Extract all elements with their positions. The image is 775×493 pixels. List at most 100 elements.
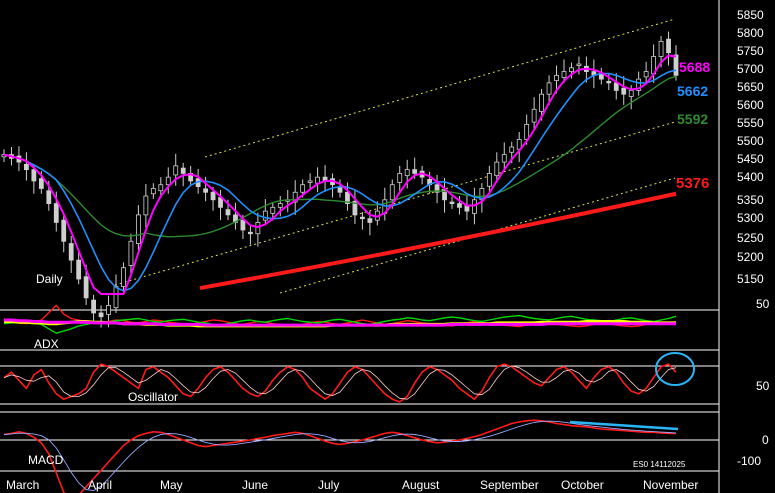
macd-line bbox=[3, 419, 676, 493]
candle-body bbox=[46, 190, 52, 204]
x-label-may: May bbox=[160, 478, 183, 492]
x-label-august: August bbox=[402, 478, 440, 492]
candle-body bbox=[210, 191, 216, 201]
candle-body bbox=[643, 71, 649, 78]
y-tick-5550: 5550 bbox=[737, 116, 764, 130]
candle-body bbox=[389, 184, 395, 201]
candle-body bbox=[98, 312, 104, 318]
x-label-april: April bbox=[88, 478, 112, 492]
ma-line-green bbox=[3, 75, 677, 238]
daily-label: Daily bbox=[36, 272, 63, 286]
candle-body bbox=[539, 93, 544, 112]
candle-body bbox=[68, 243, 74, 261]
y-tick-5750: 5750 bbox=[737, 44, 764, 58]
candle-body bbox=[53, 203, 59, 223]
candle-body bbox=[180, 167, 186, 174]
candle-body bbox=[412, 169, 418, 174]
candle-body bbox=[576, 63, 582, 66]
candle-body bbox=[240, 219, 246, 231]
macd-signal-line bbox=[3, 420, 677, 492]
candle-body bbox=[23, 163, 29, 171]
x-label-october: October bbox=[561, 478, 604, 492]
candle-body bbox=[486, 172, 492, 187]
candle-body bbox=[121, 267, 126, 287]
candle-body bbox=[61, 219, 67, 242]
x-label-september: September bbox=[480, 478, 539, 492]
macd-label: MACD bbox=[28, 453, 64, 467]
y-tick-5850: 5850 bbox=[737, 8, 764, 22]
ma-label-5376: 5376 bbox=[676, 175, 709, 192]
candle-body bbox=[300, 184, 306, 193]
candle-body bbox=[404, 169, 410, 177]
candle-body bbox=[277, 203, 283, 208]
candle-body bbox=[569, 67, 574, 72]
x-label-june: June bbox=[242, 478, 268, 492]
oscillator-highlight-circle bbox=[655, 352, 695, 386]
candle-body bbox=[434, 184, 440, 193]
adx-tick-50: 50 bbox=[756, 297, 770, 311]
x-label-november: November bbox=[643, 478, 698, 492]
candle-body bbox=[83, 276, 89, 299]
candle-body bbox=[352, 200, 358, 216]
candle-body bbox=[524, 123, 530, 140]
candle-body bbox=[531, 108, 537, 123]
y-tick-5350: 5350 bbox=[737, 193, 764, 207]
candle-body bbox=[606, 80, 612, 84]
candle-body bbox=[636, 78, 642, 91]
oscillator-label: Oscillator bbox=[128, 390, 178, 404]
candle-body bbox=[270, 206, 276, 214]
adx-line-3 bbox=[4, 318, 676, 327]
price-axis: 5850 5800 5750 5700 5650 5600 5550 5500 … bbox=[737, 8, 764, 286]
y-tick-5150: 5150 bbox=[737, 272, 764, 286]
candle-body bbox=[345, 191, 350, 204]
candle-body bbox=[106, 304, 111, 315]
candle-body bbox=[561, 71, 567, 79]
macd-tick-minus-100: -100 bbox=[737, 454, 761, 468]
candle-body bbox=[247, 231, 253, 235]
ma-line-blue bbox=[3, 69, 677, 292]
candle-body bbox=[173, 165, 179, 176]
candle-body bbox=[442, 189, 447, 201]
indicator-lines-group bbox=[3, 54, 677, 493]
y-tick-5250: 5250 bbox=[737, 231, 764, 245]
candle-body bbox=[501, 154, 507, 163]
candle-body bbox=[128, 240, 134, 266]
candle-body bbox=[135, 214, 141, 244]
candle-body bbox=[457, 203, 462, 208]
adx-label: ADX bbox=[34, 337, 59, 351]
y-tick-5500: 5500 bbox=[737, 134, 764, 148]
candle-body bbox=[203, 188, 209, 193]
y-tick-5450: 5450 bbox=[737, 152, 764, 166]
candle-body bbox=[554, 74, 559, 82]
candle-body bbox=[397, 172, 403, 183]
candle-body bbox=[494, 161, 500, 177]
oscillator-signal-line bbox=[3, 365, 677, 400]
candle-body bbox=[225, 209, 231, 216]
y-tick-5700: 5700 bbox=[737, 62, 764, 76]
candle-body bbox=[621, 87, 627, 95]
candle-body bbox=[307, 180, 313, 183]
candle-body bbox=[165, 176, 171, 186]
candle-body bbox=[546, 82, 552, 95]
candle-body bbox=[673, 54, 679, 76]
candle-body bbox=[76, 259, 82, 280]
ma-label-5662: 5662 bbox=[677, 83, 708, 99]
candle-body bbox=[359, 216, 365, 220]
macd-divergence-line bbox=[569, 420, 679, 431]
candle-body bbox=[658, 41, 664, 57]
candle-body bbox=[91, 299, 96, 314]
candle-body bbox=[471, 199, 477, 214]
candle-body bbox=[143, 195, 149, 216]
candle-body bbox=[38, 178, 44, 189]
ma-line-red bbox=[199, 191, 677, 291]
y-tick-5650: 5650 bbox=[737, 80, 764, 94]
y-tick-5200: 5200 bbox=[737, 250, 764, 264]
candle-body bbox=[158, 184, 164, 192]
y-tick-5300: 5300 bbox=[737, 211, 764, 225]
candle-body bbox=[628, 90, 634, 97]
candle-body bbox=[31, 169, 37, 182]
macd-tick-0: 0 bbox=[762, 433, 769, 447]
